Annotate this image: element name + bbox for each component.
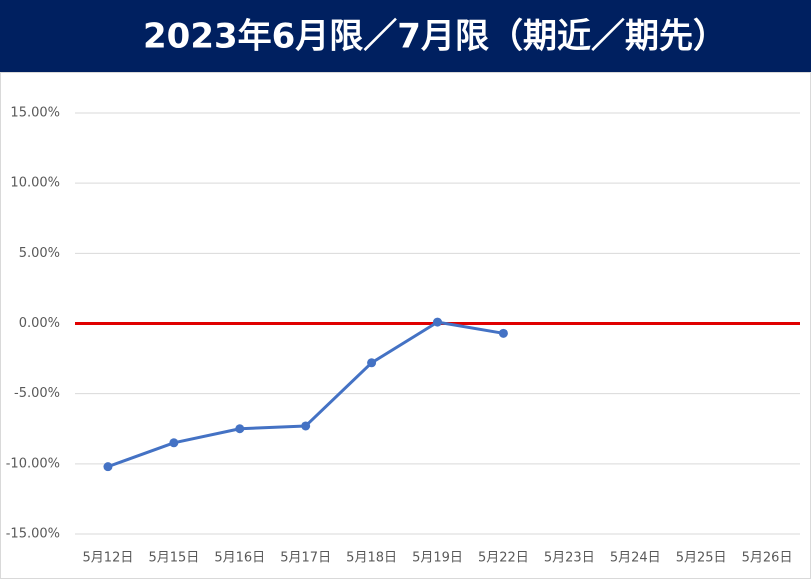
data-point bbox=[367, 358, 377, 368]
y-tick-label: 15.00% bbox=[10, 106, 60, 121]
series-line bbox=[107, 320, 504, 469]
data-point bbox=[301, 421, 311, 431]
x-tick-label: 5月15日 bbox=[148, 551, 199, 566]
y-tick-label: -15.00% bbox=[6, 527, 60, 542]
x-tick-label: 5月16日 bbox=[214, 551, 265, 566]
y-tick-label: 5.00% bbox=[19, 246, 60, 261]
y-tick-label: -5.00% bbox=[14, 386, 60, 401]
x-tick-label: 5月23日 bbox=[544, 551, 595, 566]
x-tick-label: 5月26日 bbox=[742, 551, 793, 566]
x-tick-label: 5月25日 bbox=[676, 551, 727, 566]
chart-title: 2023年6月限／7月限（期近／期先） bbox=[143, 17, 727, 57]
x-tick-label: 5月12日 bbox=[83, 551, 134, 566]
y-tick-label: 0.00% bbox=[19, 316, 60, 331]
y-tick-label: -10.00% bbox=[6, 456, 60, 471]
data-point bbox=[235, 424, 245, 434]
x-tick-label: 5月17日 bbox=[280, 551, 331, 566]
y-tick-label: 10.00% bbox=[10, 176, 60, 191]
data-point bbox=[498, 328, 508, 338]
x-tick-label: 5月22日 bbox=[478, 551, 529, 566]
data-point bbox=[103, 462, 113, 472]
plot-border bbox=[0, 72, 811, 579]
header-band bbox=[0, 0, 811, 72]
data-point bbox=[433, 317, 442, 327]
data-point bbox=[169, 438, 179, 448]
x-tick-label: 5月19日 bbox=[412, 551, 463, 566]
x-tick-label: 5月24日 bbox=[610, 551, 661, 566]
x-tick-label: 5月18日 bbox=[346, 551, 397, 566]
